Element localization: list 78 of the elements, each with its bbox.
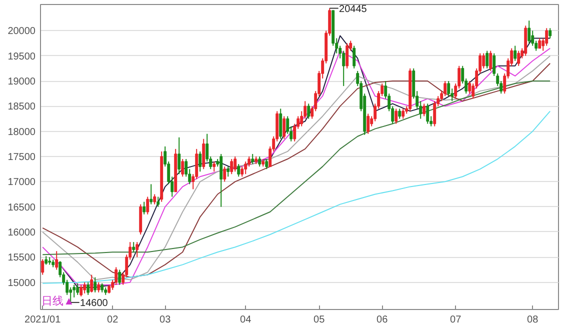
candlestick	[83, 282, 86, 294]
candlestick	[486, 50, 489, 69]
candlestick	[482, 52, 486, 69]
candlestick	[97, 282, 100, 293]
x-tick-label: 06	[376, 314, 388, 326]
candlestick	[366, 113, 370, 134]
x-tick-label: 02	[107, 314, 119, 326]
candlestick	[402, 108, 405, 120]
candlestick	[226, 166, 230, 178]
candlestick	[251, 153, 254, 165]
candlestick	[90, 274, 94, 293]
candlestick	[146, 196, 150, 215]
candlestick	[548, 28, 552, 39]
x-tick-label: 08	[527, 314, 539, 326]
candlestick	[447, 80, 450, 97]
y-tick-label: 19500	[8, 51, 36, 62]
y-tick-label: 20000	[8, 26, 36, 38]
candlestick	[142, 201, 146, 215]
candlestick	[394, 108, 398, 124]
y-tick-label: 18000	[8, 126, 36, 138]
candlestick	[150, 184, 153, 205]
candlestick	[528, 20, 531, 44]
candlestick	[136, 242, 139, 258]
x-tick-label: 04	[240, 314, 252, 326]
annotation: 14600	[80, 298, 108, 309]
candlestick	[489, 50, 492, 72]
candlestick	[352, 45, 356, 69]
y-tick-label: 19000	[8, 76, 36, 88]
annotation: 日线▲	[42, 294, 74, 308]
candlestick	[55, 250, 58, 270]
candlestick	[94, 276, 97, 293]
candlestick	[153, 194, 156, 205]
candlestick	[514, 45, 517, 62]
candlestick	[538, 38, 542, 49]
candlestick	[426, 103, 430, 124]
candlestick	[346, 42, 349, 69]
candlestick	[517, 50, 520, 66]
annotation: 20445	[339, 4, 368, 15]
candlestick	[237, 164, 240, 178]
candlestick	[202, 138, 206, 170]
candlestick	[444, 80, 447, 97]
candlestick	[100, 282, 104, 293]
y-tick-label: 16000	[8, 227, 36, 238]
candlestick	[41, 258, 44, 276]
candlestick	[198, 150, 202, 172]
candlestick	[118, 269, 122, 286]
candlestick	[265, 158, 268, 170]
candlestick	[234, 156, 237, 172]
y-tick-label: 17500	[8, 152, 36, 163]
candlestick	[342, 50, 346, 87]
candlestick	[220, 153, 223, 208]
candlestick	[282, 116, 286, 140]
candlestick	[223, 166, 226, 182]
candlestick	[178, 136, 181, 175]
candlestick	[80, 284, 83, 297]
candlestick	[258, 156, 262, 168]
candlestick	[86, 282, 90, 296]
x-tick-label: 05	[314, 314, 326, 326]
x-tick-label: 07	[450, 314, 462, 326]
y-tick-label: 15500	[8, 252, 36, 264]
candlestick	[307, 103, 310, 120]
y-tick-label: 18500	[8, 102, 36, 113]
y-tick-label: 16500	[8, 202, 36, 214]
candlestick	[181, 158, 184, 178]
y-tick-label: 15000	[8, 278, 36, 289]
candlestick	[422, 103, 426, 117]
candlestick	[230, 158, 234, 175]
x-tick-label: 2021/01	[24, 314, 62, 326]
y-tick-label: 17000	[8, 177, 36, 188]
candlestick	[72, 284, 76, 298]
candlestick	[279, 108, 282, 140]
candlestick	[156, 196, 160, 208]
candlestick	[212, 161, 216, 172]
candlestick	[398, 108, 402, 120]
x-tick-label: 03	[160, 314, 172, 326]
candlestick	[76, 282, 80, 296]
candlestick	[132, 242, 136, 253]
candlestick	[468, 80, 472, 94]
